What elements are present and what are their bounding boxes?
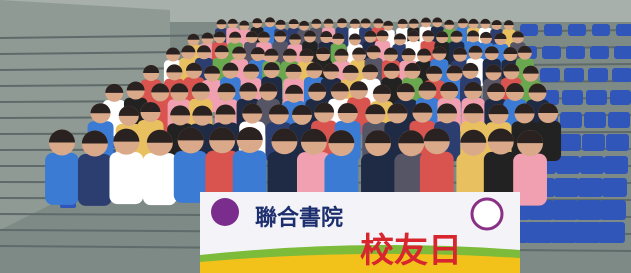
seat [540,68,560,82]
person-body [78,154,112,206]
seat [564,68,584,82]
emblem [211,198,239,226]
seat [616,24,631,36]
seat [588,68,608,82]
seat [562,90,583,105]
seat [560,112,582,128]
seat [578,178,603,197]
seat [600,200,626,220]
banner-title: 聯合書院 [255,205,343,231]
seat [592,24,610,36]
seat [574,222,601,243]
seat [580,156,604,174]
seat [542,46,561,59]
seat [586,90,607,105]
photo: 聯合書院 校友日 [0,0,631,273]
seat [610,90,631,105]
banner: 聯合書院 校友日 [200,192,520,273]
seat [584,112,606,128]
seat [590,46,609,59]
person-body [45,153,79,205]
seat [604,156,628,174]
seat [602,178,627,197]
seat [606,134,629,151]
seat [544,24,562,36]
seat [526,222,553,243]
seat [598,222,625,243]
seat [608,112,630,128]
seat [558,134,581,151]
emblem [472,199,502,229]
person-body [109,152,143,204]
seat [554,178,579,197]
page: 聯合書院 校友日 (() => { const data = JSON.pars… [0,0,631,273]
seat [566,46,585,59]
seat [550,222,577,243]
seat [552,200,578,220]
seat [582,134,605,151]
banner-subtitle: 校友日 [360,231,462,271]
seat [612,68,631,82]
seat [614,46,631,59]
person-body [143,153,177,205]
seat [576,200,602,220]
seat [568,24,586,36]
